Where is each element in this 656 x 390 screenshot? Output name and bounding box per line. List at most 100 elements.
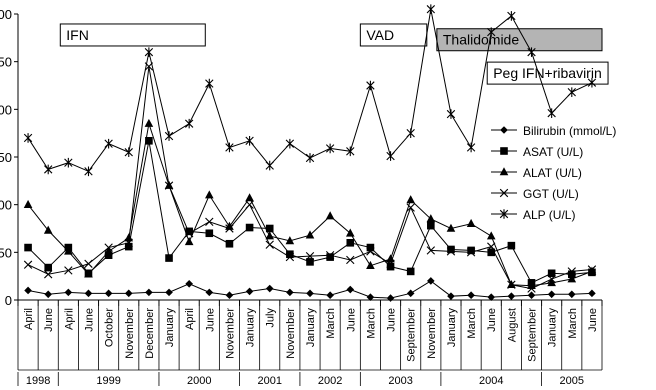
data-point-diamond bbox=[104, 289, 113, 298]
year-label: 1998 bbox=[26, 375, 50, 387]
x-tick-label: January bbox=[446, 308, 458, 348]
data-point-square bbox=[165, 254, 173, 262]
data-point-star bbox=[426, 4, 436, 15]
x-tick-label: June bbox=[345, 308, 357, 332]
data-point-star bbox=[366, 80, 375, 91]
data-point-triangle bbox=[345, 228, 355, 237]
data-point-x bbox=[64, 266, 73, 275]
x-tick-label: March bbox=[567, 308, 579, 339]
data-point-x bbox=[466, 248, 476, 257]
data-point-triangle bbox=[366, 260, 375, 269]
data-point-x bbox=[446, 247, 456, 256]
annotation-label: Thalidomide bbox=[443, 32, 519, 48]
data-point-diamond bbox=[245, 287, 254, 296]
data-point-square bbox=[487, 248, 496, 257]
annotation-label: IFN bbox=[66, 27, 89, 43]
data-point-x bbox=[265, 240, 274, 249]
x-tick-label: April bbox=[63, 308, 75, 330]
x-tick-label: January bbox=[164, 308, 176, 348]
x-tick-label: January bbox=[547, 308, 559, 348]
data-point-star bbox=[305, 153, 315, 163]
data-point-star bbox=[446, 109, 456, 119]
data-point-triangle bbox=[104, 246, 113, 255]
data-point-square bbox=[427, 221, 435, 230]
year-label: 2003 bbox=[388, 375, 412, 387]
data-point-diamond bbox=[467, 291, 475, 300]
data-point-triangle bbox=[466, 218, 476, 228]
data-point-square bbox=[185, 227, 193, 236]
data-point-x bbox=[567, 267, 576, 276]
data-point-x bbox=[587, 265, 597, 274]
data-point-square bbox=[225, 239, 234, 248]
x-tick-label: June bbox=[43, 308, 55, 332]
x-tick-label: April bbox=[184, 308, 196, 330]
annotation-label: VAD bbox=[366, 27, 394, 43]
data-point-square bbox=[467, 246, 475, 255]
data-point-square bbox=[24, 243, 32, 252]
data-point-star bbox=[406, 128, 415, 138]
data-point-diamond bbox=[185, 279, 193, 288]
data-point-square bbox=[44, 263, 53, 272]
y-tick-label: 250 bbox=[0, 55, 12, 70]
data-point-square bbox=[286, 250, 294, 259]
data-point-x bbox=[205, 217, 214, 227]
data-point-triangle bbox=[325, 211, 335, 220]
data-point-x bbox=[386, 259, 395, 268]
data-point-diamond bbox=[507, 292, 516, 300]
data-point-x bbox=[366, 247, 375, 256]
data-point-diamond bbox=[326, 291, 334, 300]
data-point-x bbox=[124, 238, 133, 247]
data-point-x bbox=[487, 242, 496, 251]
data-point-square bbox=[507, 241, 516, 250]
data-point-square bbox=[366, 243, 375, 252]
data-point-square bbox=[124, 242, 133, 251]
data-point-diamond bbox=[205, 288, 214, 297]
data-point-x bbox=[184, 229, 194, 238]
data-point-x bbox=[426, 246, 436, 255]
data-point-diamond bbox=[366, 293, 375, 301]
x-tick-label: June bbox=[587, 308, 599, 332]
data-point-star bbox=[386, 151, 395, 161]
data-point-star bbox=[64, 157, 73, 168]
y-tick-label: 50 bbox=[0, 245, 12, 260]
data-point-triangle bbox=[406, 195, 415, 204]
data-point-diamond bbox=[487, 293, 496, 301]
data-point-x bbox=[104, 243, 113, 252]
x-tick-label: June bbox=[83, 308, 95, 332]
x-tick-label: August bbox=[506, 308, 518, 342]
data-point-x bbox=[507, 280, 516, 289]
data-point-x bbox=[225, 224, 234, 233]
x-tick-label: March bbox=[325, 308, 337, 339]
data-point-square bbox=[145, 136, 153, 145]
annotation-box bbox=[486, 61, 609, 85]
data-point-diamond bbox=[44, 290, 53, 299]
data-point-star bbox=[285, 138, 295, 149]
data-point-square bbox=[346, 239, 355, 247]
data-point-diamond bbox=[427, 277, 435, 285]
data-point-diamond bbox=[447, 292, 455, 300]
data-point-diamond bbox=[265, 284, 274, 293]
data-point-diamond bbox=[346, 285, 355, 294]
y-tick-label: 200 bbox=[0, 102, 12, 117]
data-point-diamond bbox=[386, 294, 395, 302]
data-point-triangle bbox=[486, 231, 496, 240]
data-point-diamond bbox=[84, 289, 93, 298]
data-point-star bbox=[499, 209, 509, 219]
legend-label: ASAT (U/L) bbox=[523, 145, 583, 159]
legend-label: Bilirubin (mmol/L) bbox=[523, 124, 616, 138]
data-point-diamond bbox=[500, 126, 508, 134]
data-point-triangle bbox=[567, 274, 577, 283]
data-point-square bbox=[386, 262, 395, 271]
data-point-triangle bbox=[587, 266, 597, 275]
legend-label: GGT (U/L) bbox=[523, 187, 579, 201]
data-point-x bbox=[346, 255, 355, 265]
year-label: 2000 bbox=[187, 375, 211, 387]
annotation-label: Peg IFN+ribavirin bbox=[493, 65, 602, 81]
legend-label: ALAT (U/L) bbox=[523, 166, 582, 180]
x-tick-label: March bbox=[365, 308, 377, 339]
data-point-star bbox=[527, 47, 536, 57]
data-point-triangle bbox=[23, 199, 33, 208]
data-point-star bbox=[104, 138, 113, 149]
x-tick-label: April bbox=[23, 308, 35, 330]
data-point-diamond bbox=[567, 290, 576, 299]
